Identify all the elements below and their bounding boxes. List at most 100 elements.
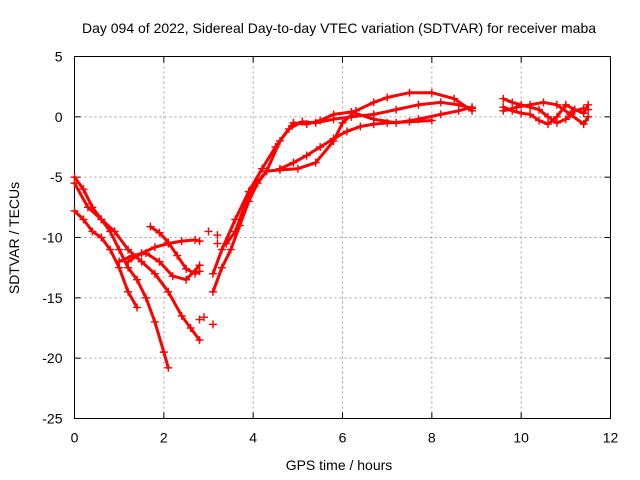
data-point: [405, 88, 414, 97]
data-point: [356, 122, 365, 131]
data-point: [186, 324, 195, 332]
data-point: [293, 164, 302, 173]
series-line: [224, 105, 474, 245]
data-point: [579, 120, 588, 129]
data-point: [302, 120, 311, 129]
data-series-track-10: [275, 116, 436, 173]
data-point: [70, 179, 79, 188]
data-point: [195, 336, 204, 345]
data-point: [217, 263, 226, 272]
data-point: [168, 272, 177, 281]
data-series-track-9: [222, 103, 477, 248]
data-point: [240, 203, 249, 212]
data-point: [133, 275, 142, 284]
data-point: [137, 249, 146, 258]
data-point: [289, 118, 298, 127]
x-tick-label: 10: [513, 430, 529, 446]
data-point: [226, 245, 235, 254]
data-point: [124, 257, 133, 266]
data-point: [150, 317, 159, 326]
data-point: [213, 239, 222, 248]
y-tick-label: -10: [42, 230, 62, 246]
data-point: [526, 110, 535, 119]
data-point: [124, 287, 133, 296]
y-tick-label: -25: [42, 411, 62, 427]
x-tick-label: 2: [160, 430, 168, 446]
data-point: [83, 203, 92, 212]
data-point: [561, 100, 570, 109]
data-point: [338, 118, 347, 127]
data-point: [195, 315, 204, 324]
data-point: [468, 103, 477, 112]
data-point: [164, 238, 173, 247]
data-point: [450, 94, 459, 103]
data-point: [124, 245, 133, 254]
data-point: [222, 239, 231, 248]
data-point: [383, 93, 392, 102]
data-series-track-3: [70, 179, 204, 345]
data-point: [150, 269, 159, 278]
data-point: [159, 348, 168, 357]
data-point: [311, 158, 320, 167]
data-point: [231, 215, 240, 224]
data-point: [414, 100, 423, 109]
data-point: [427, 116, 436, 125]
data-point: [173, 251, 182, 260]
data-point: [512, 103, 521, 112]
data-point: [141, 293, 150, 302]
data-point: [70, 206, 79, 215]
data-point: [137, 257, 146, 266]
data-point: [526, 100, 535, 109]
x-axis-title: GPS time / hours: [286, 457, 393, 473]
data-point: [535, 116, 544, 125]
series-line: [73, 209, 139, 309]
x-tick-label: 4: [249, 430, 257, 446]
data-point: [258, 164, 267, 173]
data-point: [517, 109, 526, 118]
data-point: [316, 116, 325, 125]
data-point: [110, 227, 119, 236]
data-point: [454, 106, 463, 115]
data-point: [347, 108, 356, 117]
series-line: [117, 251, 202, 282]
y-tick-label: -15: [42, 290, 62, 306]
data-point: [539, 98, 548, 107]
data-point: [543, 120, 552, 129]
data-point: [97, 233, 106, 242]
data-point: [499, 94, 508, 103]
data-point: [177, 311, 186, 320]
series-line: [278, 119, 434, 171]
data-point: [88, 227, 97, 236]
data-point: [499, 106, 508, 115]
y-tick-label: -5: [50, 169, 63, 185]
data-point: [200, 313, 209, 322]
data-point: [191, 235, 200, 244]
data-point: [195, 237, 204, 246]
data-point: [204, 227, 213, 236]
data-point: [208, 269, 217, 278]
x-tick-label: 6: [339, 430, 347, 446]
y-tick-label: 0: [55, 109, 63, 125]
data-point: [164, 363, 173, 372]
data-point: [566, 110, 575, 119]
data-series-scattered-points: [195, 227, 222, 329]
data-point: [436, 98, 445, 107]
data-point: [79, 185, 88, 194]
data-point: [217, 245, 226, 254]
data-series-track-2: [70, 206, 142, 312]
data-point: [249, 182, 258, 191]
y-tick-label: -20: [42, 350, 62, 366]
data-point: [316, 143, 325, 151]
data-point: [182, 275, 191, 284]
data-point: [191, 269, 200, 278]
data-point: [342, 127, 351, 136]
data-point: [405, 117, 414, 126]
data-point: [369, 98, 378, 107]
data-point: [302, 151, 311, 160]
data-point: [97, 215, 106, 224]
x-tick-label: 8: [428, 430, 436, 446]
data-point: [579, 109, 588, 118]
data-point: [262, 167, 271, 176]
data-point: [208, 287, 217, 296]
